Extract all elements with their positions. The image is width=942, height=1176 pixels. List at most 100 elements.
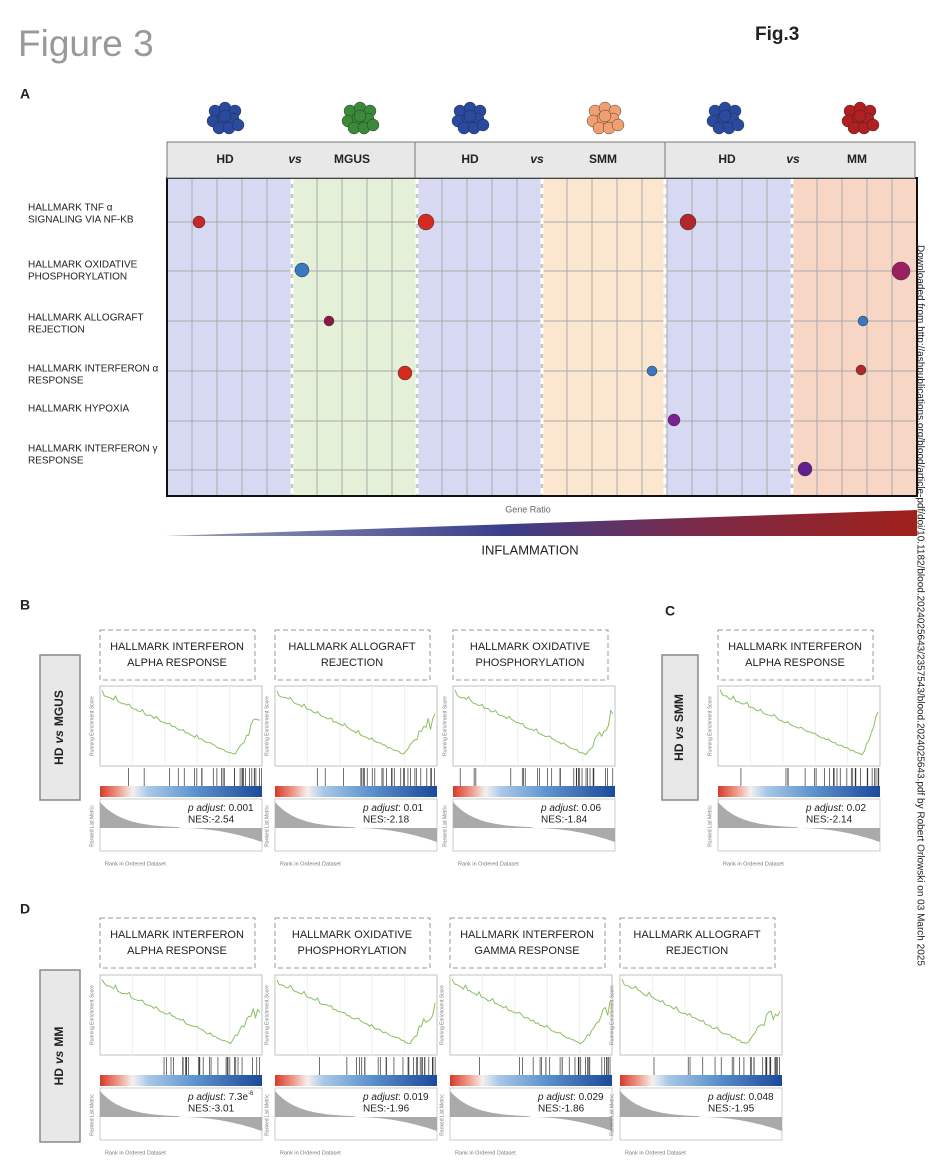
nes: NES:-3.01 — [188, 1104, 235, 1115]
ranked-metric — [620, 1091, 782, 1131]
enrichment-curve — [276, 979, 436, 1045]
enrichment-curve — [621, 978, 781, 1044]
group-label: MM — [847, 152, 867, 166]
plot-title: HALLMARK INTERFERON — [460, 929, 594, 941]
row-label-part: HD — [52, 747, 66, 765]
axis-label: Rank in Ordered Dataset — [458, 861, 519, 867]
p-value: : 0.06 — [576, 803, 601, 814]
ranked-metric — [275, 1091, 437, 1131]
row-label-part: HD — [52, 1068, 66, 1086]
nes: NES:-2.54 — [188, 815, 235, 826]
enrichment-frame — [99, 685, 263, 767]
title-box — [449, 917, 606, 969]
enrichment-frame — [619, 974, 783, 1056]
pathway-label: PHOSPHORYLATION — [28, 272, 127, 283]
plot-title: HALLMARK ALLOGRAFT — [288, 641, 415, 653]
inflammation-gradient — [165, 510, 917, 536]
title-box — [99, 629, 256, 681]
nes: NES:-1.86 — [538, 1104, 585, 1115]
ranked-metric — [100, 1091, 262, 1131]
axis-label: Rank in Ordered Dataset — [723, 861, 784, 867]
p-label: p adjust — [362, 803, 399, 814]
comparison-header — [414, 141, 666, 179]
enrichment-curve — [719, 689, 879, 756]
plot-title: HALLMARK ALLOGRAFT — [633, 929, 760, 941]
row-label-part: vs — [52, 730, 66, 744]
plot-title: HALLMARK INTERFERON — [110, 641, 244, 653]
title-box — [274, 629, 431, 681]
plot-title: REJECTION — [321, 657, 383, 669]
p-adjust: p adjust: 0.01 — [362, 803, 423, 814]
group-label: HD — [718, 152, 736, 166]
heatmap-bar — [450, 1075, 612, 1086]
row-label-part: HD — [672, 743, 686, 761]
axis-label: Ranked List Metric — [264, 805, 270, 847]
watermark: Downloaded from http://ashpublications.o… — [914, 245, 925, 966]
axis-label: Ranked List Metric — [707, 805, 713, 847]
axis-label: Ranked List Metric — [264, 1094, 270, 1136]
pathway-label: RESPONSE — [28, 376, 84, 387]
plot-title: HALLMARK OXIDATIVE — [292, 929, 412, 941]
row-label-part: SMM — [672, 694, 686, 722]
title-box — [274, 917, 431, 969]
pathway-label: HALLMARK INTERFERON α — [28, 364, 158, 375]
cell-icon — [586, 101, 625, 135]
plot-title: GAMMA RESPONSE — [474, 945, 579, 957]
ranked-metric — [275, 802, 437, 842]
enrichment-curve — [101, 979, 261, 1045]
row-label-box — [39, 654, 81, 801]
p-value: : 0.029 — [573, 1092, 604, 1103]
panel-label: D — [20, 901, 30, 917]
axis-label: Running Enrichment Score — [707, 696, 713, 756]
pathway-label: HALLMARK ALLOGRAFT — [28, 313, 144, 324]
comparison-header — [664, 141, 916, 179]
cell-icon — [451, 101, 490, 135]
comparison-header — [166, 141, 418, 179]
pathway-label: HALLMARK TNF α — [28, 203, 113, 214]
vs-label: vs — [786, 152, 800, 166]
ranked-metric — [450, 1091, 612, 1131]
nes: NES:-2.18 — [363, 815, 410, 826]
x-axis-label: Gene Ratio — [505, 504, 551, 514]
row-label-part: MGUS — [52, 690, 66, 726]
fig-label: Fig.3 — [755, 24, 799, 45]
axis-label: Rank in Ordered Dataset — [280, 861, 341, 867]
enrichment-curve — [276, 690, 436, 755]
row-label: HD vs SMM — [672, 694, 686, 761]
p-value: : 7.3e — [223, 1092, 248, 1103]
p-adjust: p adjust: 0.029 — [537, 1092, 604, 1103]
axis-label: Running Enrichment Score — [264, 696, 270, 756]
pathway-label: RESPONSE — [28, 456, 84, 467]
p-adjust: p adjust: 0.06 — [540, 803, 601, 814]
axis-label: Ranked List Metric — [89, 805, 95, 847]
vs-label: vs — [530, 152, 544, 166]
p-label: p adjust — [362, 1092, 399, 1103]
title-box — [717, 629, 874, 681]
heatmap-bar — [100, 1075, 262, 1086]
row-label-box — [39, 969, 81, 1143]
ranked-metric — [718, 802, 880, 842]
panel-label: B — [20, 597, 30, 613]
cell-icon — [341, 101, 380, 135]
dotplot-area — [166, 177, 918, 497]
axis-label: Rank in Ordered Dataset — [455, 1150, 516, 1156]
p-adjust: p adjust: 7.3e-6 — [187, 1091, 254, 1103]
p-exponent: -6 — [248, 1091, 254, 1097]
panel-label: C — [665, 603, 675, 619]
cell-icon — [841, 101, 880, 135]
p-adjust: p adjust: 0.02 — [805, 803, 866, 814]
p-label: p adjust — [187, 803, 224, 814]
p-value: : 0.02 — [841, 803, 866, 814]
ranked-metric — [453, 802, 615, 842]
p-value: : 0.001 — [223, 803, 254, 814]
enrichment-frame — [449, 974, 613, 1056]
group-label: HD — [216, 152, 234, 166]
enrichment-curve — [451, 978, 611, 1045]
plot-title: PHOSPHORYLATION — [297, 945, 406, 957]
axis-label: Rank in Ordered Dataset — [105, 1150, 166, 1156]
heatmap-bar — [275, 786, 437, 797]
row-label-part: vs — [672, 726, 686, 740]
nes: NES:-2.14 — [806, 815, 853, 826]
plot-title: ALPHA RESPONSE — [127, 657, 227, 669]
heatmap-bar — [620, 1075, 782, 1086]
